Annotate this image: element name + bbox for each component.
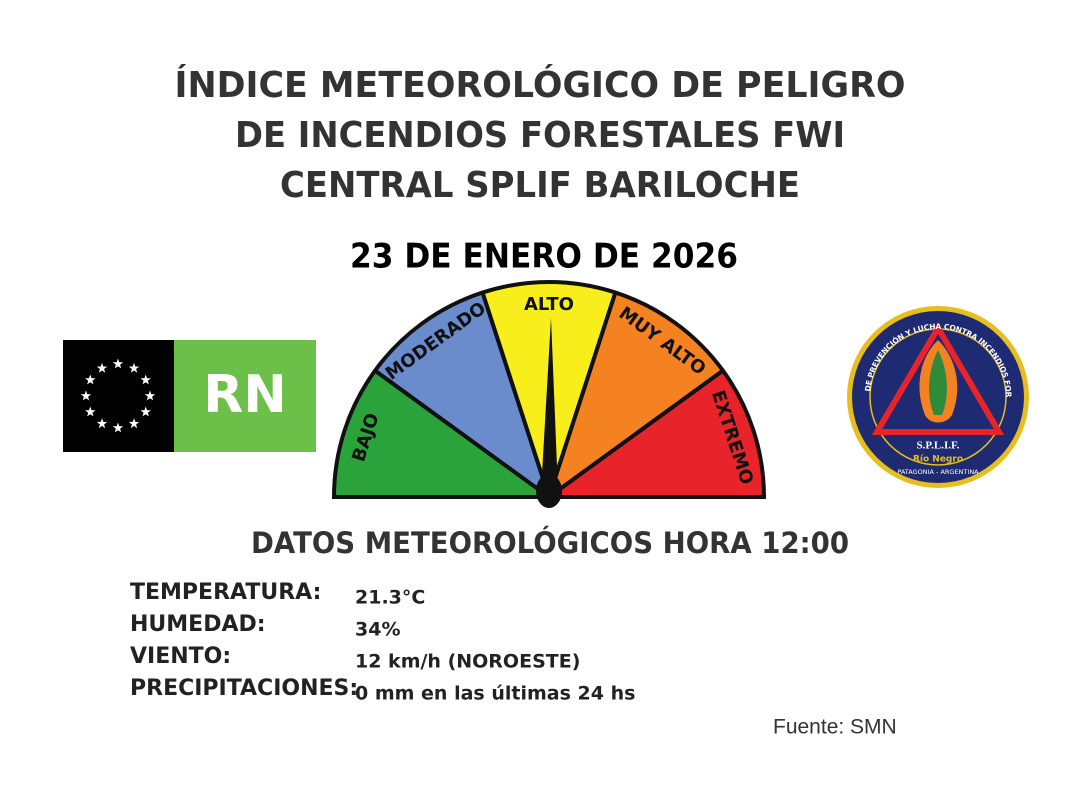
logo-black: [63, 340, 174, 452]
star: [140, 406, 151, 417]
title-line: CENTRAL SPLIF BARILOCHE: [280, 165, 800, 206]
logo-text: RN: [203, 365, 287, 425]
star: [96, 418, 108, 429]
logo-name: S.P.L.I.F.: [917, 440, 960, 452]
row-label: TEMPERATURA:: [130, 580, 321, 605]
title-line: ÍNDICE METEOROLÓGICO DE PELIGRO: [175, 64, 906, 106]
data-rows: TEMPERATURA: 21.3°C HUMEDAD: 34% VIENTO: 12 k…: [130, 580, 635, 705]
row-value: 0 mm en las últimas 24 hs: [355, 683, 635, 705]
needle: [541, 318, 558, 491]
gauge-label: ALTO: [524, 294, 574, 315]
rn-logo: RN: [63, 340, 316, 452]
gauge-sector: [373, 290, 551, 499]
logo-tree: [929, 350, 947, 415]
date: 23 DE ENERO DE 2026: [350, 237, 738, 277]
star: [140, 374, 151, 385]
logo-region: PATAGONIA - ARGENTINA: [897, 468, 979, 476]
star: [112, 358, 124, 369]
row-value: 12 km/h (NOROESTE): [355, 651, 580, 673]
source: Fuente: SMN: [773, 716, 897, 739]
star: [128, 418, 140, 429]
row-value: 34%: [355, 619, 400, 641]
star: [144, 390, 156, 401]
logo-triangle: [871, 322, 1005, 435]
star: [96, 362, 108, 373]
data-heading: DATOS METEOROLÓGICOS HORA 12:00: [251, 526, 849, 560]
star: [112, 422, 124, 433]
logo-province: Río Negro: [913, 455, 963, 465]
needle-hub: [536, 474, 562, 508]
star: [85, 406, 96, 417]
gauge-sector: [547, 290, 725, 499]
gauge-sector: [547, 368, 766, 499]
title-line: DE INCENDIOS FORESTALES FWI: [235, 115, 845, 156]
row-value: 21.3°C: [355, 587, 425, 609]
row-label: HUMEDAD:: [130, 612, 266, 637]
gauge-sector: [332, 368, 551, 499]
star: [128, 362, 140, 373]
star: [85, 374, 96, 385]
row-label: VIENTO:: [130, 644, 231, 669]
logo-green: [174, 340, 316, 452]
star: [80, 390, 92, 401]
row-label: PRECIPITACIONES:: [130, 676, 358, 701]
